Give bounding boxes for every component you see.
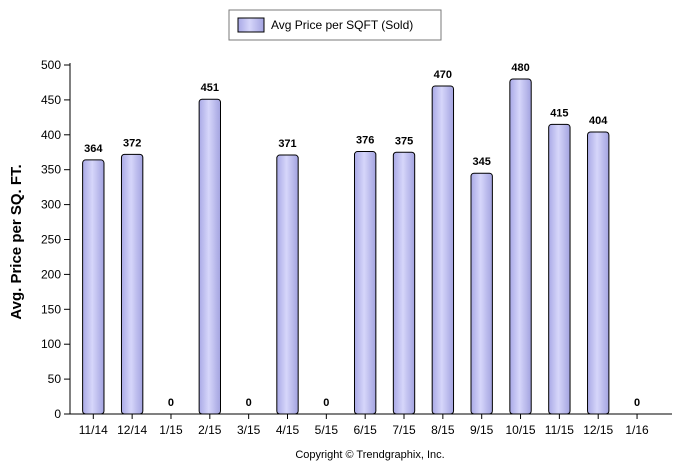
data-label: 0 [168,397,174,409]
data-label: 345 [473,156,491,168]
y-tick-label: 50 [48,372,62,386]
x-tick-label: 4/15 [276,423,300,437]
y-tick-label: 250 [41,233,61,247]
x-tick-label: 11/14 [79,423,108,437]
y-tick-label: 150 [41,302,61,316]
x-axis: 11/14 12/14 1/15 2/15 3/15 4/15 5/15 6/15 7/15 8/… [70,413,672,437]
x-tick-label: 3/15 [237,423,261,437]
x-tick-label: 1/15 [159,423,183,437]
data-label: 470 [434,69,452,81]
bar [276,154,299,415]
data-label: 451 [201,82,219,94]
bar [431,85,455,415]
y-tick-label: 100 [41,337,61,351]
data-label: 375 [395,135,413,147]
legend-label: Avg Price per SQFT (Sold) [271,18,413,32]
bar [548,123,571,415]
x-tick-label: 2/15 [198,423,222,437]
data-labels: 364 372 0 451 0 371 0 376 375 470 345 480 415 404 0 [84,62,640,409]
data-label: 0 [323,397,329,409]
data-label: 0 [634,397,640,409]
x-tick-label: 1/16 [625,423,649,437]
data-label: 371 [278,138,296,150]
data-label: 404 [589,115,608,127]
data-label: 376 [356,135,374,147]
x-tick-label: 10/15 [506,423,536,437]
y-tick-label: 450 [41,93,61,107]
bar [509,78,532,415]
y-axis-label: Avg. Price per SQ. FT. [8,164,25,319]
y-tick-label: 400 [41,128,61,142]
copyright-text: Copyright © Trendgraphix, Inc. [295,449,444,461]
legend-swatch [237,17,265,33]
y-tick-label: 0 [54,407,61,421]
data-label: 0 [246,397,252,409]
bar [120,153,144,415]
x-tick-label: 12/15 [583,423,613,437]
x-tick-label: 7/15 [392,423,416,437]
x-tick-label: 6/15 [353,423,377,437]
y-tick-label: 350 [41,163,61,177]
x-tick-label: 5/15 [315,423,339,437]
data-label: 372 [123,137,141,149]
bar [470,172,493,415]
bars [82,78,610,415]
bar [82,159,105,415]
x-tick-label: 8/15 [431,423,455,437]
data-label: 480 [511,62,529,74]
x-tick-label: 9/15 [470,423,494,437]
bar [198,98,221,415]
y-tick-label: 500 [41,58,61,72]
bar [392,151,416,415]
x-tick-label: 11/15 [545,423,574,437]
y-tick-label: 300 [41,198,61,212]
data-label: 415 [550,107,568,119]
data-label: 364 [84,143,103,155]
legend: Avg Price per SQFT (Sold) [228,9,442,41]
bar [587,131,610,415]
y-tick-label: 200 [41,267,61,281]
y-axis: 0 50 100 150 200 250 300 350 400 450 500 [41,58,71,421]
bar [353,151,377,415]
x-tick-label: 12/14 [117,423,147,437]
